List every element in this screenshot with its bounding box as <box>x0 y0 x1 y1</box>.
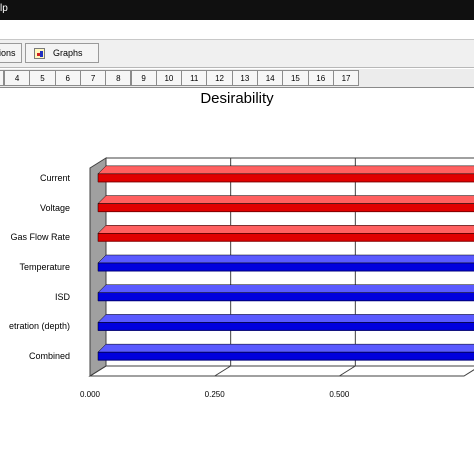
x-tick-label: 0.000 <box>79 390 101 399</box>
bar-6 <box>97 351 474 361</box>
category-label: etration (depth) <box>8 321 70 332</box>
graphs-button[interactable]: Graphs <box>25 43 99 63</box>
category-label: Combined <box>28 351 70 362</box>
tab-15[interactable]: 15 <box>282 70 309 86</box>
bar-5 <box>97 322 474 331</box>
x-tick-label: 0.250 <box>204 390 225 399</box>
category-label: Temperature <box>19 262 70 272</box>
x-tick-label: 0.500 <box>329 390 350 399</box>
bar-top-0 <box>97 165 474 175</box>
bar-4 <box>97 292 474 301</box>
solution-tabs: 4 5 6 7 8 9 10 11 12 13 14 15 16 17 <box>0 69 474 88</box>
tab-7[interactable]: 7 <box>79 70 107 86</box>
category-label: ISD <box>54 291 70 302</box>
bar-2 <box>97 233 474 242</box>
menu-bar <box>0 20 474 40</box>
category-label: Voltage <box>39 202 70 213</box>
tab-9[interactable]: 9 <box>130 70 157 86</box>
tab-5[interactable]: 5 <box>29 70 56 86</box>
bar-top-3 <box>97 254 474 264</box>
window-title: lp <box>0 3 8 14</box>
chart-floor <box>88 365 474 377</box>
chart-canvas <box>88 157 474 377</box>
tab-13[interactable]: 13 <box>231 70 258 86</box>
options-button[interactable]: ions <box>0 43 22 63</box>
tab-8[interactable]: 8 <box>105 70 132 86</box>
title-bar: lp <box>0 0 474 20</box>
tab-14[interactable]: 14 <box>257 70 284 86</box>
bar-top-6 <box>97 343 474 353</box>
bar-3 <box>97 262 474 272</box>
chart-title: Desirability <box>200 90 274 107</box>
tab-4[interactable]: 4 <box>4 70 31 86</box>
graphs-button-label: Graphs <box>53 48 83 58</box>
tab-6[interactable]: 6 <box>54 70 81 86</box>
tab-17[interactable]: 17 <box>332 70 360 86</box>
bar-top-2 <box>97 225 474 234</box>
tab-12[interactable]: 12 <box>206 70 233 86</box>
tab-partial[interactable] <box>0 70 4 86</box>
gridline-floor <box>89 365 107 377</box>
options-button-label: ions <box>0 48 16 58</box>
graph-icon <box>34 47 45 59</box>
bar-0 <box>97 173 474 183</box>
tab-10[interactable]: 10 <box>155 70 183 86</box>
tab-16[interactable]: 16 <box>307 70 334 86</box>
bar-1 <box>97 203 474 212</box>
bar-top-5 <box>97 314 474 323</box>
gridline-floor <box>214 365 231 377</box>
category-label: Current <box>39 172 70 183</box>
tab-11[interactable]: 11 <box>181 70 208 86</box>
gridline-floor <box>339 365 356 377</box>
bar-top-1 <box>97 195 474 204</box>
toolbar: ions Graphs <box>0 40 474 68</box>
desirability-chart: Desirability 0.000 0.250 0.500 Current Volta… <box>0 88 474 474</box>
bar-top-4 <box>97 284 474 293</box>
category-label: Gas Flow Rate <box>10 232 70 243</box>
